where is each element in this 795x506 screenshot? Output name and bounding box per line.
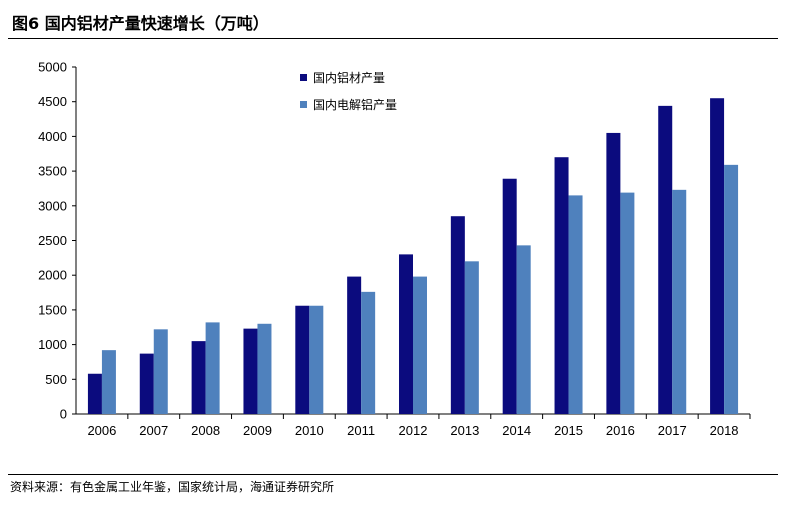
bar-aluminum-products [243,328,258,414]
bar-aluminum-products [554,157,569,414]
bar-primary-aluminum [413,276,427,414]
bar-aluminum-products [658,105,673,414]
x-tick-label: 2017 [658,423,687,438]
bar-primary-aluminum [257,323,272,414]
bar-primary-aluminum [153,329,168,414]
bar-primary-aluminum [101,350,116,414]
y-tick-label: 3500 [38,164,67,179]
x-tick-label: 2018 [710,423,739,438]
bar-aluminum-products [139,353,154,414]
legend-label: 国内铝材产量 [313,70,385,85]
bar-primary-aluminum [464,261,479,414]
bar-primary-aluminum [724,164,739,414]
x-tick-label: 2009 [243,423,272,438]
x-tick-label: 2008 [191,423,220,438]
source-note: 资料来源：有色金属工业年鉴，国家统计局，海通证券研究所 [10,480,335,494]
title-divider [8,38,778,39]
bar-primary-aluminum [205,322,220,414]
bar-aluminum-products [450,216,465,414]
bar-aluminum-products [606,132,621,414]
y-tick-label: 2000 [38,268,67,283]
bar-aluminum-products [502,178,517,414]
bar-primary-aluminum [309,305,324,414]
legend-swatch [300,74,307,81]
bar-aluminum-products [399,254,413,414]
x-tick-label: 2011 [347,423,375,438]
bar-aluminum-products [87,373,102,414]
x-tick-label: 2007 [139,423,168,438]
y-tick-label: 1500 [38,302,67,317]
bar-aluminum-products [295,305,310,414]
y-tick-label: 5000 [38,60,67,75]
x-tick-label: 2006 [87,423,116,438]
x-tick-label: 2016 [606,423,635,438]
bar-primary-aluminum [568,195,583,414]
source-divider [8,474,778,475]
x-tick-label: 2015 [554,423,583,438]
y-tick-label: 4500 [38,94,67,109]
x-tick-label: 2010 [295,423,324,438]
figure-title-bar: 图6 国内铝材产量快速增长（万吨） [8,6,778,36]
bar-aluminum-products [347,276,362,414]
y-tick-label: 4000 [38,129,67,144]
bar-primary-aluminum [672,189,687,414]
y-tick-label: 1000 [38,337,67,352]
bar-primary-aluminum [516,245,531,414]
y-tick-label: 500 [45,372,67,387]
legend-label: 国内电解铝产量 [313,97,397,112]
bar-aluminum-products [191,341,206,414]
y-tick-label: 0 [60,407,67,422]
bar-primary-aluminum [620,192,635,414]
y-tick-label: 3000 [38,198,67,213]
bar-aluminum-products [710,98,725,414]
x-tick-label: 2013 [450,423,479,438]
bar-primary-aluminum [361,291,376,414]
figure-title: 图6 国内铝材产量快速增长（万吨） [12,14,269,33]
legend-swatch [300,101,307,108]
x-tick-label: 2014 [502,423,531,438]
x-tick-label: 2012 [399,423,428,438]
y-tick-label: 2500 [38,233,67,248]
